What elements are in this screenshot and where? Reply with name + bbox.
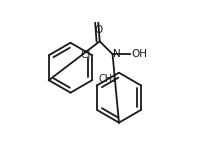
Text: OH: OH (131, 49, 148, 59)
Text: N: N (113, 49, 121, 59)
Text: CH₃: CH₃ (98, 74, 117, 84)
Text: Cl: Cl (80, 50, 90, 60)
Text: O: O (94, 25, 102, 35)
